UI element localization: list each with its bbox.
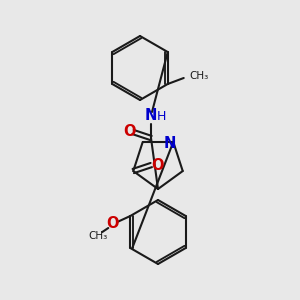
- Text: CH₃: CH₃: [190, 71, 209, 81]
- Text: CH₃: CH₃: [89, 231, 108, 241]
- Text: O: O: [106, 217, 118, 232]
- Text: N: N: [164, 136, 176, 152]
- Text: N: N: [145, 109, 157, 124]
- Text: H: H: [156, 110, 166, 122]
- Text: O: O: [151, 158, 164, 172]
- Text: O: O: [123, 124, 135, 140]
